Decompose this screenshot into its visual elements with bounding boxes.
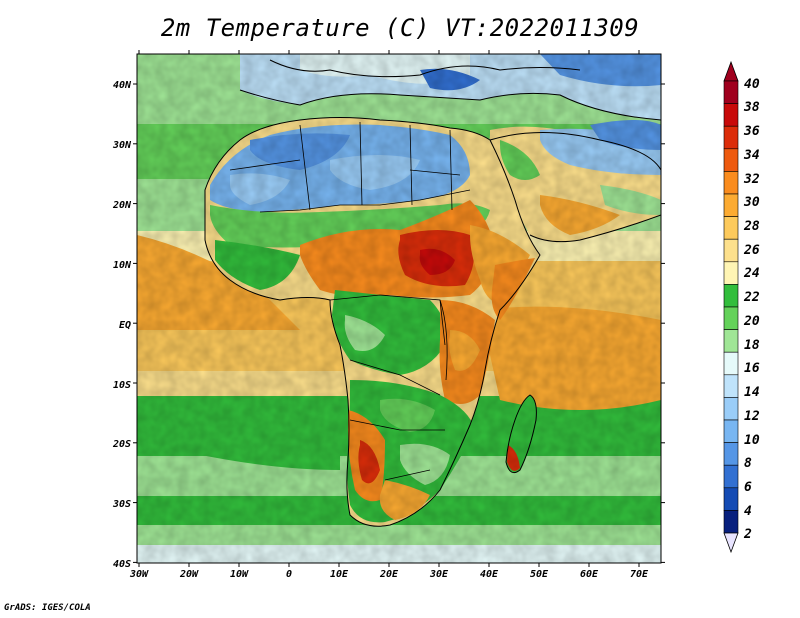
colorbar-swatch — [723, 306, 739, 330]
colorbar-swatch — [723, 148, 739, 172]
colorbar-label: 10 — [744, 433, 760, 448]
colorbar-label: 14 — [744, 385, 760, 400]
colorbar-label: 20 — [743, 314, 760, 329]
colorbar: 40 38 36 34 32 30 28 26 24 22 20 18 16 1… — [723, 60, 760, 554]
colorbar-label: 26 — [743, 243, 760, 258]
longitude-labels: 30W 20W 10W 0 10E 20E 30E 40E 50E 60E 70… — [129, 569, 649, 580]
colorbar-swatch — [723, 329, 739, 353]
lon-label: 20W — [179, 569, 199, 580]
lon-label: 30E — [429, 569, 449, 580]
colorbar-label: 22 — [743, 290, 760, 305]
colorbar-label: 34 — [743, 148, 760, 163]
latitude-labels: 40N 30N 20N 10N EQ 10S 20S 30S 40S — [112, 80, 132, 570]
colorbar-label: 28 — [743, 219, 760, 234]
colorbar-label: 40 — [744, 77, 760, 92]
colorbar-label: 32 — [743, 172, 760, 187]
lon-label: 60E — [580, 569, 599, 580]
colorbar-swatch — [723, 464, 739, 489]
colorbar-swatch — [723, 510, 739, 534]
colorbar-swatch — [723, 397, 739, 421]
colorbar-swatch — [723, 103, 739, 127]
lon-label: 0 — [286, 569, 292, 580]
colorbar-swatch — [723, 284, 739, 308]
map-field — [137, 54, 661, 563]
lat-label: 20S — [112, 439, 131, 450]
colorbar-label: 6 — [744, 480, 752, 495]
colorbar-bottom-arrow — [723, 532, 739, 554]
colorbar-swatch — [723, 238, 739, 263]
colorbar-swatch — [723, 216, 739, 240]
colorbar-label: 24 — [743, 266, 760, 281]
lon-label: 30W — [129, 569, 149, 580]
lon-label: 20E — [379, 569, 399, 580]
colorbar-swatch — [723, 351, 739, 376]
colorbar-swatch — [723, 193, 739, 217]
colorbar-top-arrow — [723, 60, 739, 82]
lon-label: 40E — [480, 569, 499, 580]
lat-label: 40N — [113, 80, 132, 91]
lat-label: 40S — [113, 559, 131, 570]
colorbar-swatch — [723, 261, 739, 285]
lat-label: 10N — [113, 260, 132, 271]
colorbar-swatch — [723, 419, 739, 443]
colorbar-label: 2 — [743, 527, 752, 542]
colorbar-label: 12 — [744, 409, 760, 424]
colorbar-label: 16 — [744, 361, 760, 376]
colorbar-label: 8 — [744, 456, 752, 471]
colorbar-label: 38 — [743, 100, 760, 115]
colorbar-swatch — [723, 487, 739, 511]
colorbar-label: 36 — [743, 124, 760, 139]
lon-label: 70E — [630, 569, 649, 580]
lat-label: 30S — [112, 499, 131, 510]
lat-label: 20N — [112, 200, 132, 211]
colorbar-label: 18 — [744, 338, 760, 353]
colorbar-swatch — [723, 125, 739, 150]
colorbar-swatch — [723, 171, 739, 195]
lon-label: 50E — [530, 569, 549, 580]
lon-label: 10E — [330, 569, 349, 580]
lat-label: 10S — [113, 380, 131, 391]
lat-label: EQ — [119, 320, 131, 331]
coastlines-borders — [204, 59, 661, 527]
lon-label: 10W — [230, 569, 249, 580]
lat-label: 30N — [112, 140, 132, 151]
colorbar-swatch — [723, 442, 739, 466]
axis-ticks — [133, 50, 665, 567]
colorbar-label: 4 — [744, 504, 752, 519]
colorbar-swatch — [723, 374, 739, 398]
colorbar-label: 30 — [743, 195, 760, 210]
colorbar-swatch — [723, 80, 739, 104]
map-title: 2m Temperature (C) VT:2022011309 — [160, 14, 640, 42]
grads-credit: GrADS: IGES/COLA — [4, 603, 91, 613]
plot-frame — [136, 53, 662, 564]
